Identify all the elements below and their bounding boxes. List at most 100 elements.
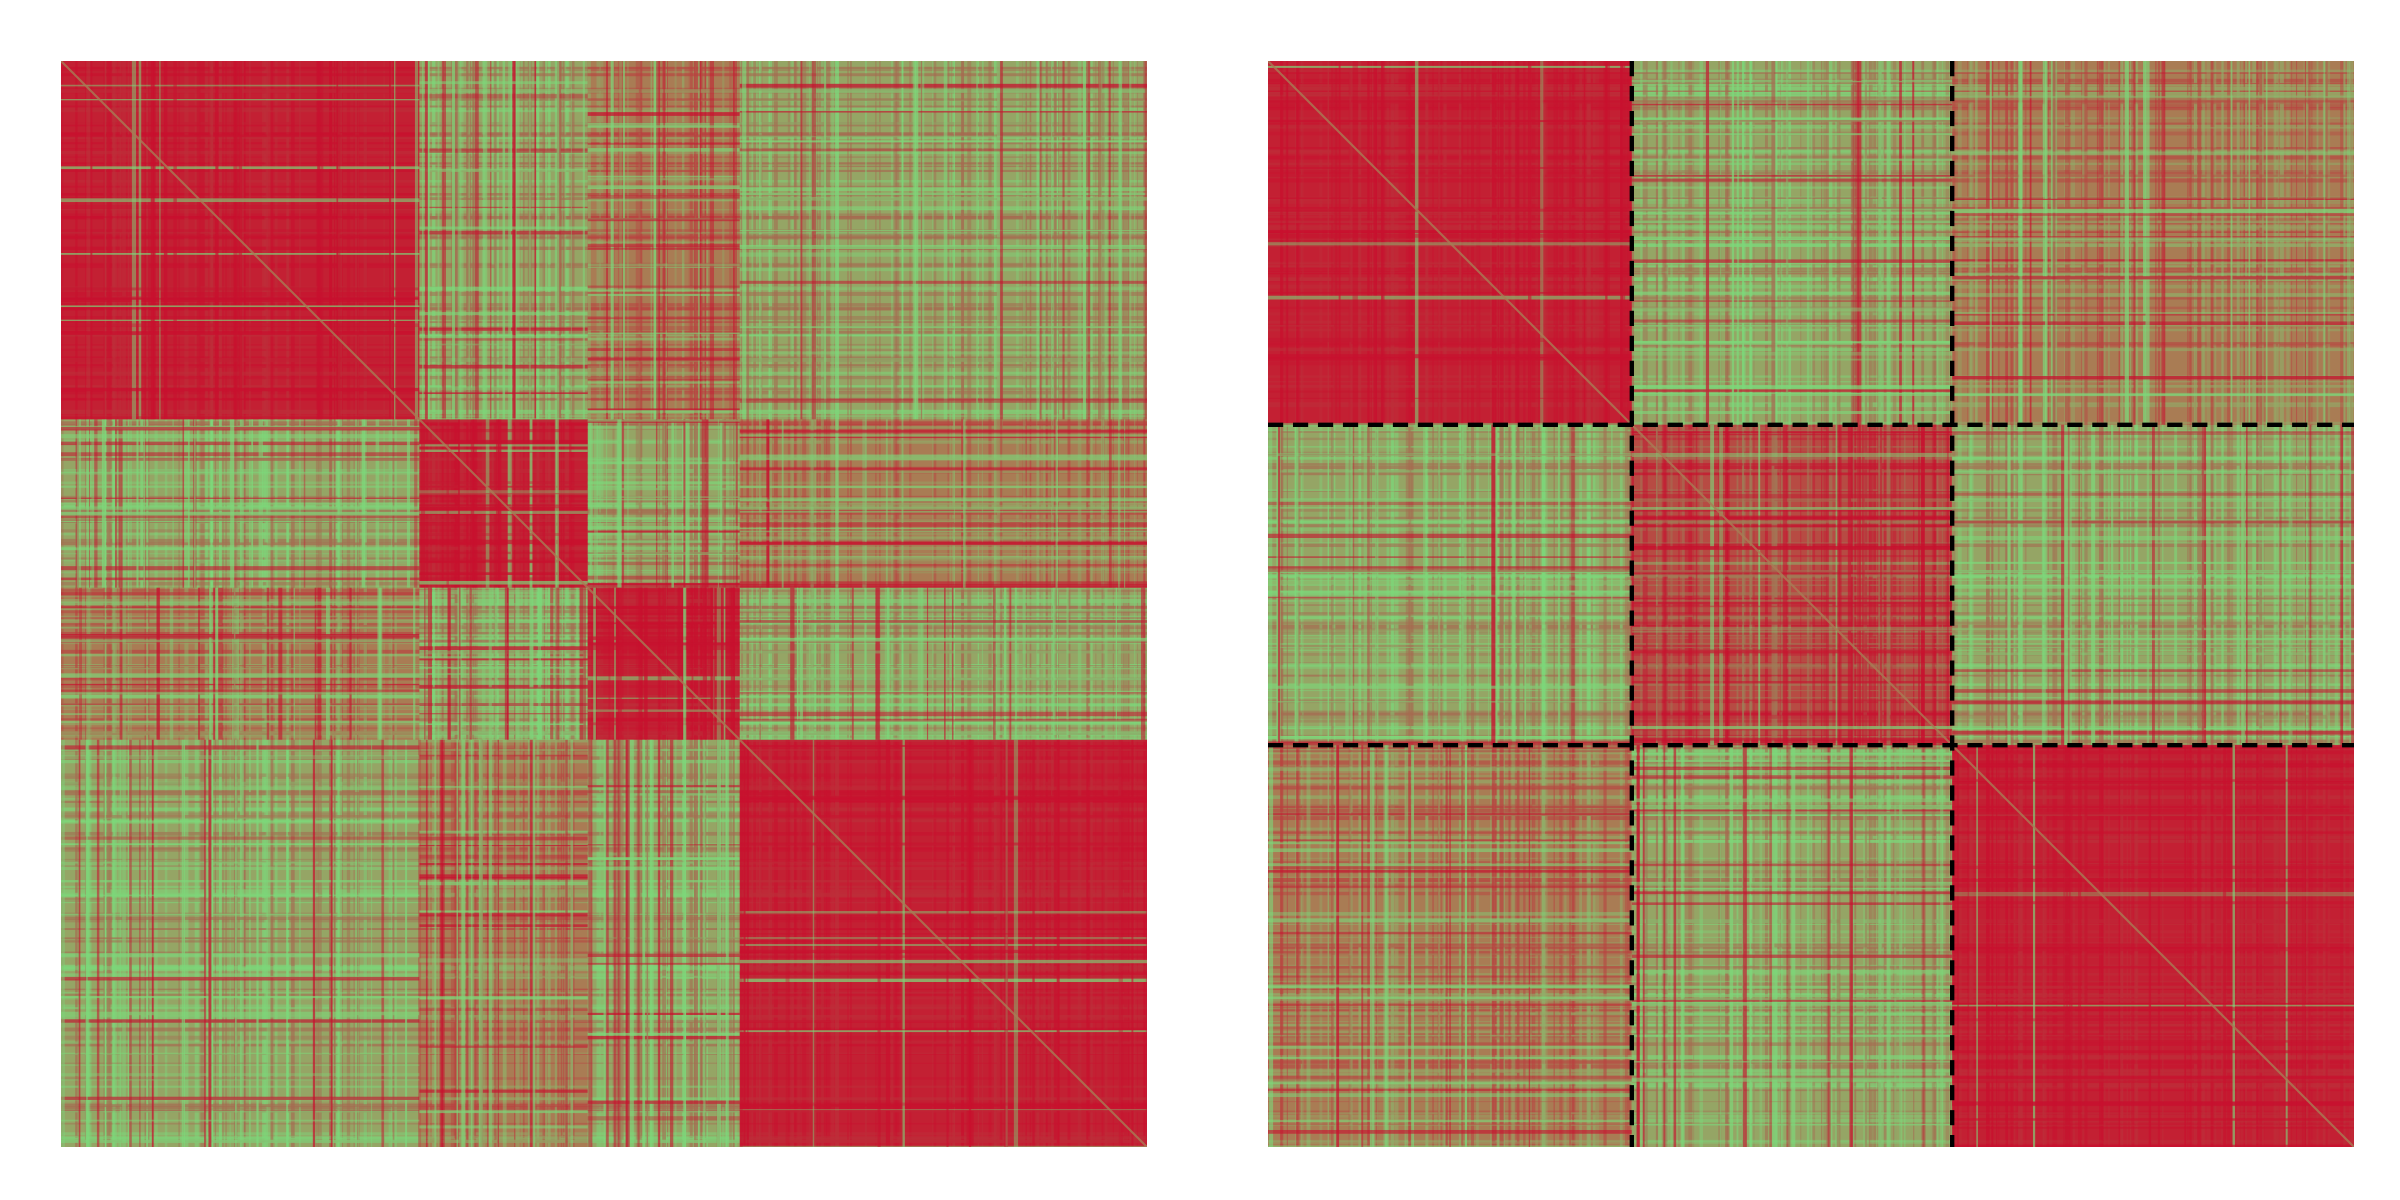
heatmap-stripe	[61, 73, 1147, 77]
heatmap-cell-streak	[90, 61, 93, 420]
heatmap-cell-streak	[1631, 891, 1953, 894]
heatmap-cell-streak	[685, 419, 687, 588]
heatmap-stripe	[1268, 998, 2354, 1002]
heatmap-cell-streak	[490, 61, 492, 420]
heatmap-cell-streak	[587, 552, 740, 555]
heatmap-stripe	[2134, 61, 2139, 1147]
heatmap-cell-streak	[61, 305, 420, 308]
heatmap-stripe	[798, 61, 802, 1147]
heatmap-cell-streak	[1952, 96, 2354, 99]
heatmap-cell-streak	[1952, 151, 2354, 156]
heatmap-stripe	[61, 165, 1147, 168]
heatmap-cell-streak	[61, 323, 420, 328]
heatmap-stripe	[1118, 61, 1123, 1147]
heatmap-cell-streak	[529, 739, 534, 1147]
heatmap-cell-streak	[2068, 745, 2071, 1147]
heatmap-cell-streak	[587, 499, 740, 501]
heatmap-cell-streak	[1631, 83, 1953, 86]
heatmap-stripe	[1268, 1124, 2354, 1126]
heatmap-cell-streak	[1268, 701, 1632, 703]
heatmap-stripe	[61, 512, 1147, 516]
heatmap-cell-streak	[638, 587, 643, 740]
heatmap-cell-streak	[797, 587, 799, 740]
heatmap-stripe	[1349, 61, 1352, 1147]
heatmap-cell-streak	[587, 962, 740, 965]
heatmap-stripe	[933, 61, 937, 1147]
heatmap-cell-streak	[739, 229, 1147, 232]
heatmap-stripe	[1268, 296, 2354, 300]
heatmap-stripe	[291, 61, 295, 1147]
heatmap-cell-streak	[1268, 361, 1632, 366]
heatmap-cell-streak	[1464, 745, 1468, 1147]
heatmap-stripe	[1268, 964, 2354, 967]
heatmap-cell-streak	[119, 587, 123, 740]
heatmap-stripe	[1137, 61, 1139, 1147]
heatmap-cell-streak	[349, 587, 352, 740]
heatmap-stripe	[1268, 943, 2354, 948]
heatmap-stripe	[1268, 155, 2354, 160]
heatmap-cell-streak	[424, 61, 428, 420]
heatmap-cell-streak	[1952, 1080, 2354, 1083]
heatmap-cell-streak	[2063, 745, 2066, 1147]
heatmap-cell-streak	[213, 587, 216, 740]
heatmap-stripe	[1440, 61, 1443, 1147]
heatmap-cell-streak	[2044, 61, 2048, 425]
heatmap-stripe	[1268, 595, 2354, 597]
heatmap-cell-streak	[151, 739, 154, 1147]
heatmap-stripe	[547, 61, 551, 1147]
heatmap-stripe	[1268, 277, 2354, 281]
heatmap-cell-streak	[424, 587, 426, 740]
heatmap-cell-streak	[61, 298, 420, 300]
heatmap-cell-streak	[739, 468, 1147, 471]
heatmap-cell-streak	[739, 506, 1147, 511]
heatmap-stripe	[1432, 61, 1434, 1147]
heatmap-cell-streak	[739, 466, 1147, 470]
heatmap-stripe	[514, 61, 516, 1147]
heatmap-cell-streak	[61, 653, 420, 657]
heatmap-cell-streak	[419, 580, 588, 585]
heatmap-cell-streak	[1268, 685, 1632, 689]
heatmap-stripe	[2047, 61, 2049, 1147]
heatmap-stripe	[1968, 61, 1972, 1147]
heatmap-cell-streak	[739, 458, 1147, 460]
heatmap-cell-streak	[1118, 419, 1120, 588]
heatmap-cell-streak	[1771, 61, 1776, 425]
heatmap-cell-streak	[739, 692, 1147, 694]
heatmap-cell-streak	[683, 739, 686, 1147]
heatmap-stripe	[1268, 919, 2354, 924]
heatmap-stripe	[1394, 61, 1399, 1147]
heatmap-cell-streak	[1268, 570, 1632, 573]
heatmap-cell-streak	[1268, 1056, 1632, 1059]
heatmap-stripe	[2277, 61, 2280, 1147]
heatmap-stripe	[425, 61, 429, 1147]
heatmap-cell-streak	[1268, 996, 1632, 1000]
heatmap-cell-streak	[61, 452, 420, 457]
heatmap-stripe	[1537, 61, 1540, 1147]
heatmap-cell-streak	[1335, 745, 1340, 1147]
heatmap-stripe	[61, 543, 1147, 546]
heatmap-stripe	[1122, 61, 1124, 1147]
heatmap-cell-streak	[739, 928, 1147, 931]
heatmap-cell-streak	[194, 419, 196, 588]
heatmap-stripe	[810, 61, 815, 1147]
heatmap-stripe	[467, 61, 471, 1147]
heatmap-cell-streak	[739, 140, 1147, 143]
heatmap-stripe	[2130, 61, 2133, 1147]
heatmap-stripe	[850, 61, 852, 1147]
heatmap-cell-streak	[739, 541, 1147, 546]
heatmap-stripe	[1045, 61, 1048, 1147]
heatmap-cell-streak	[1631, 118, 1953, 122]
heatmap-stripe	[390, 61, 392, 1147]
heatmap-cell-streak	[993, 587, 996, 740]
heatmap-cell-streak	[1631, 1002, 1953, 1006]
heatmap-cell-streak	[61, 1073, 420, 1076]
heatmap-stripe	[61, 504, 1147, 509]
heatmap-stripe	[1268, 1038, 2354, 1040]
heatmap-cell-streak	[61, 511, 420, 516]
heatmap-cell-streak	[587, 263, 740, 267]
heatmap-cell-streak	[723, 587, 726, 740]
heatmap-cell-streak	[1268, 931, 1632, 935]
heatmap-cell-streak	[203, 739, 207, 1147]
heatmap-diagonal	[61, 61, 1147, 1147]
heatmap-cell-streak	[419, 642, 588, 646]
